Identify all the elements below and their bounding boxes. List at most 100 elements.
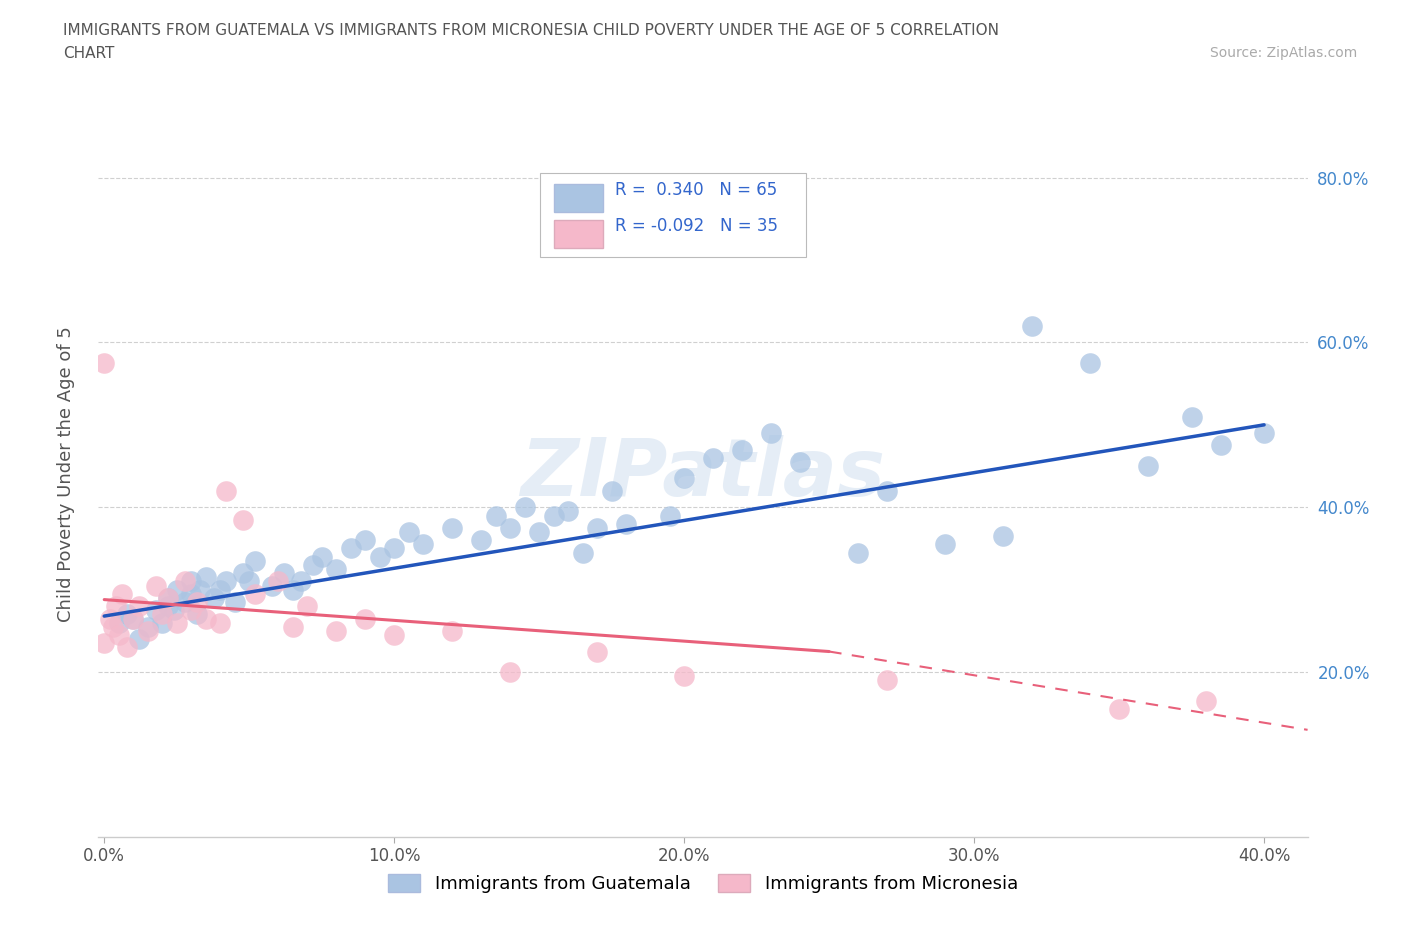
- Point: [412, 537, 434, 551]
- Point: [180, 587, 202, 602]
- Point: [232, 512, 254, 527]
- Point: [194, 570, 217, 585]
- Point: [136, 619, 159, 634]
- FancyBboxPatch shape: [554, 220, 603, 248]
- Point: [325, 562, 347, 577]
- Text: R = -0.092   N = 35: R = -0.092 N = 35: [614, 217, 778, 234]
- Point: [194, 611, 217, 626]
- Point: [731, 442, 754, 457]
- Point: [267, 574, 290, 589]
- Point: [215, 484, 238, 498]
- Point: [290, 574, 312, 589]
- Point: [156, 591, 179, 605]
- Point: [368, 550, 391, 565]
- Point: [122, 611, 145, 626]
- Point: [339, 541, 361, 556]
- Point: [543, 508, 565, 523]
- Point: [1253, 426, 1275, 441]
- Point: [117, 640, 139, 655]
- Point: [586, 644, 609, 659]
- Y-axis label: Child Poverty Under the Age of 5: Child Poverty Under the Age of 5: [56, 326, 75, 622]
- Point: [188, 582, 211, 597]
- Point: [876, 484, 898, 498]
- Point: [1209, 438, 1232, 453]
- Text: Source: ZipAtlas.com: Source: ZipAtlas.com: [1209, 46, 1357, 60]
- Point: [302, 557, 325, 572]
- FancyBboxPatch shape: [554, 184, 603, 212]
- Point: [163, 603, 186, 618]
- Point: [673, 669, 696, 684]
- Point: [93, 636, 115, 651]
- Point: [145, 603, 167, 618]
- Point: [107, 616, 129, 631]
- Point: [513, 499, 536, 514]
- Point: [262, 578, 284, 593]
- Point: [295, 599, 318, 614]
- Point: [128, 599, 150, 614]
- Point: [101, 619, 124, 634]
- Point: [209, 616, 232, 631]
- Point: [441, 521, 464, 536]
- Point: [1021, 318, 1043, 333]
- Point: [1195, 694, 1218, 709]
- Point: [186, 607, 208, 622]
- Point: [145, 578, 167, 593]
- Point: [934, 537, 956, 551]
- Point: [759, 426, 782, 441]
- Point: [174, 574, 197, 589]
- Point: [658, 508, 681, 523]
- Point: [441, 623, 464, 638]
- Point: [180, 574, 202, 589]
- Point: [93, 355, 115, 370]
- Point: [156, 599, 179, 614]
- Point: [122, 611, 145, 626]
- Point: [117, 607, 139, 622]
- Point: [156, 591, 179, 605]
- Point: [232, 565, 254, 580]
- Point: [202, 591, 225, 605]
- Point: [702, 450, 724, 465]
- Point: [382, 541, 405, 556]
- Point: [470, 533, 492, 548]
- Point: [1181, 409, 1204, 424]
- Point: [789, 455, 811, 470]
- Point: [382, 628, 405, 643]
- Point: [398, 525, 420, 539]
- Point: [499, 665, 522, 680]
- FancyBboxPatch shape: [540, 173, 806, 257]
- Point: [876, 673, 898, 688]
- Text: IMMIGRANTS FROM GUATEMALA VS IMMIGRANTS FROM MICRONESIA CHILD POVERTY UNDER THE : IMMIGRANTS FROM GUATEMALA VS IMMIGRANTS …: [63, 23, 1000, 38]
- Point: [166, 616, 188, 631]
- Point: [673, 471, 696, 485]
- Point: [991, 528, 1014, 543]
- Legend: Immigrants from Guatemala, Immigrants from Micronesia: Immigrants from Guatemala, Immigrants fr…: [381, 867, 1025, 900]
- Point: [614, 516, 637, 531]
- Point: [571, 545, 593, 560]
- Point: [1078, 355, 1101, 370]
- Point: [485, 508, 508, 523]
- Point: [110, 587, 132, 602]
- Point: [209, 582, 232, 597]
- Point: [499, 521, 522, 536]
- Point: [166, 582, 188, 597]
- Point: [136, 623, 159, 638]
- Point: [107, 628, 129, 643]
- Point: [325, 623, 347, 638]
- Point: [150, 607, 173, 622]
- Point: [273, 565, 295, 580]
- Point: [1108, 702, 1130, 717]
- Point: [846, 545, 869, 560]
- Point: [243, 553, 266, 568]
- Text: R =  0.340   N = 65: R = 0.340 N = 65: [614, 180, 778, 198]
- Point: [586, 521, 609, 536]
- Point: [174, 594, 197, 609]
- Point: [243, 587, 266, 602]
- Point: [281, 619, 304, 634]
- Point: [215, 574, 238, 589]
- Text: ZIPatlas: ZIPatlas: [520, 435, 886, 513]
- Point: [128, 631, 150, 646]
- Text: CHART: CHART: [63, 46, 115, 61]
- Point: [98, 611, 121, 626]
- Point: [311, 550, 333, 565]
- Point: [527, 525, 550, 539]
